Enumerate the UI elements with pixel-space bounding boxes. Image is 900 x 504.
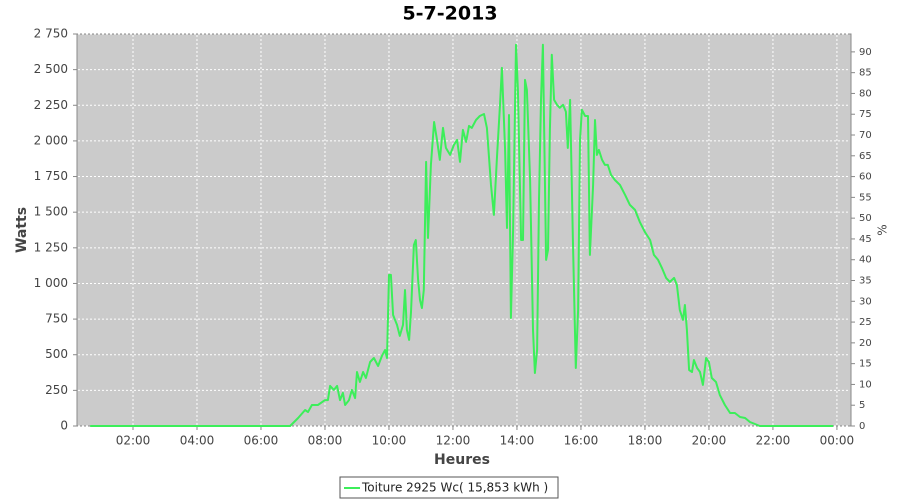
y2-tick-label: 65 — [859, 151, 872, 162]
y2-tick-label: 80 — [859, 88, 872, 99]
y2-tick-label: 75 — [859, 109, 872, 120]
y2-tick-label: 15 — [859, 359, 872, 370]
x-tick-label: 04:00 — [180, 434, 215, 448]
y2-tick-label: 50 — [859, 213, 872, 224]
y-tick-label: 2 500 — [34, 62, 68, 76]
y2-tick-label: 35 — [859, 276, 872, 287]
y2-tick-label: 5 — [859, 400, 865, 411]
y-axis-label: Watts — [14, 207, 30, 253]
y-tick-label: 2 000 — [34, 133, 68, 147]
y-tick-label: 0 — [60, 419, 68, 433]
x-axis-label: Heures — [434, 452, 490, 468]
y-tick-label: 500 — [45, 347, 68, 361]
x-tick-label: 16:00 — [564, 434, 599, 448]
x-tick-label: 02:00 — [116, 434, 151, 448]
legend-label: Toiture 2925 Wc( 15,853 kWh ) — [361, 481, 548, 495]
y2-tick-label: 85 — [859, 68, 872, 79]
y-tick-label: 1 250 — [34, 240, 68, 254]
y-tick-label: 2 750 — [34, 27, 68, 41]
x-tick-label: 18:00 — [628, 434, 663, 448]
x-tick-label: 12:00 — [436, 434, 471, 448]
x-tick-label: 14:00 — [500, 434, 535, 448]
x-tick-label: 06:00 — [244, 434, 279, 448]
x-tick-label: 08:00 — [308, 434, 343, 448]
y2-axis-label: % — [876, 224, 890, 235]
y2-tick-label: 60 — [859, 172, 872, 183]
x-tick-label: 20:00 — [692, 434, 727, 448]
x-tick-label: 10:00 — [372, 434, 407, 448]
y2-tick-label: 70 — [859, 130, 872, 141]
chart-title: 5-7-2013 — [402, 3, 497, 25]
y2-tick-label: 45 — [859, 234, 872, 245]
plot-area — [76, 33, 852, 427]
y-tick-label: 1 500 — [34, 205, 68, 219]
legend-box — [339, 476, 559, 499]
y2-tick-label: 20 — [859, 338, 872, 349]
y2-tick-label: 55 — [859, 192, 872, 203]
y-tick-label: 1 000 — [34, 276, 68, 290]
y-tick-label: 2 250 — [34, 98, 68, 112]
x-tick-label: 22:00 — [756, 434, 791, 448]
y-tick-label: 1 750 — [34, 169, 68, 183]
y2-tick-label: 0 — [859, 421, 865, 432]
y2-tick-label: 30 — [859, 296, 872, 307]
y-tick-label: 250 — [45, 383, 68, 397]
y2-tick-label: 25 — [859, 317, 872, 328]
x-tick-label: 00:00 — [820, 434, 855, 448]
data-line — [90, 43, 834, 427]
y-tick-label: 750 — [45, 312, 68, 326]
grid — [78, 33, 850, 427]
y2-tick-label: 90 — [859, 47, 872, 58]
y2-tick-label: 10 — [859, 379, 872, 390]
y2-tick-label: 40 — [859, 255, 872, 266]
